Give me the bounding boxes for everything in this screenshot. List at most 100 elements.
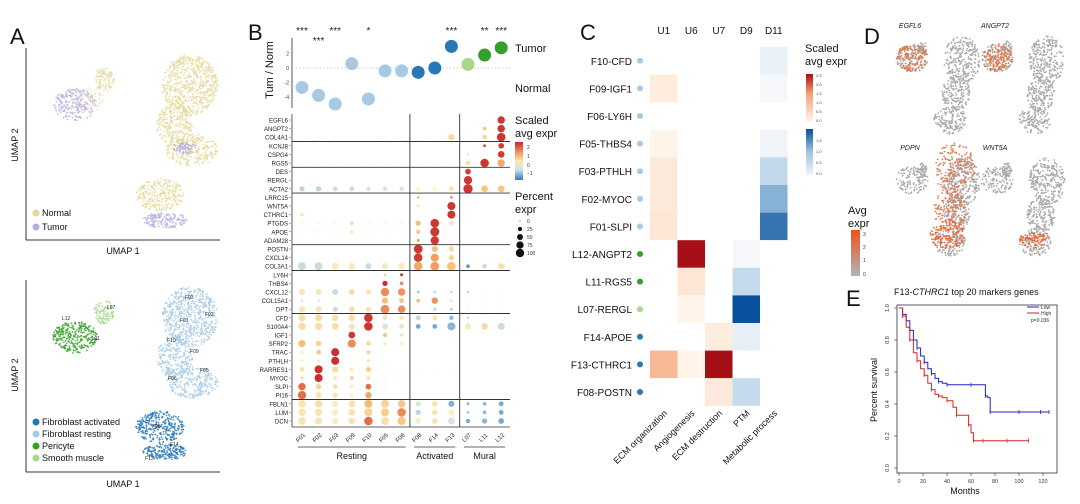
cluster-label: F09 bbox=[345, 432, 357, 444]
cell-point bbox=[205, 374, 207, 376]
cell-point bbox=[205, 91, 207, 93]
cell-point bbox=[179, 382, 181, 384]
cell-point bbox=[184, 288, 186, 290]
expr-dot bbox=[351, 197, 352, 198]
cell-point bbox=[75, 323, 77, 325]
expr-dot bbox=[351, 257, 352, 258]
cell-point bbox=[186, 357, 188, 359]
cell-point bbox=[187, 101, 189, 103]
cell-point bbox=[87, 109, 89, 111]
cell-point bbox=[191, 125, 193, 127]
heatmap-cell bbox=[650, 295, 678, 323]
expr-dot bbox=[401, 145, 402, 146]
expr-dot bbox=[351, 171, 352, 172]
cell-point bbox=[183, 327, 185, 329]
cell-point bbox=[168, 371, 170, 373]
cell-point bbox=[169, 368, 171, 370]
cluster-label: L11 bbox=[92, 336, 100, 342]
expr-dot bbox=[434, 120, 435, 121]
expr-dot bbox=[368, 214, 369, 215]
expr-dot bbox=[449, 316, 453, 320]
cell-point bbox=[96, 79, 98, 81]
cell-point bbox=[208, 76, 210, 78]
cell-point bbox=[185, 337, 187, 339]
cell-point bbox=[189, 155, 191, 157]
cell-point bbox=[152, 438, 154, 440]
gene-label: COL15A1 bbox=[262, 299, 289, 305]
cell-point bbox=[61, 340, 63, 342]
cell-point bbox=[168, 74, 170, 76]
cell-point bbox=[197, 155, 199, 157]
expr-dot bbox=[500, 300, 502, 302]
expr-dot bbox=[333, 376, 337, 380]
cell-point bbox=[151, 205, 153, 207]
cell-point bbox=[946, 62, 948, 64]
expr-dot bbox=[350, 376, 354, 380]
cell-point bbox=[180, 385, 182, 387]
cell-point bbox=[162, 191, 164, 193]
cell-point bbox=[86, 117, 88, 119]
cell-point bbox=[166, 198, 168, 200]
cell-point bbox=[196, 75, 198, 77]
cell-point bbox=[194, 306, 196, 308]
heatmap-cell bbox=[733, 378, 761, 406]
gene-label: RERGL bbox=[267, 179, 288, 185]
cell-point bbox=[98, 93, 100, 95]
cell-point bbox=[96, 82, 98, 84]
cell-point bbox=[212, 326, 214, 328]
cell-point bbox=[206, 100, 208, 102]
cell-point bbox=[211, 377, 213, 379]
cell-point bbox=[177, 454, 179, 456]
cell-point bbox=[178, 365, 180, 367]
cell-point bbox=[169, 418, 171, 420]
cell-point bbox=[163, 431, 165, 433]
cell-point bbox=[154, 195, 156, 197]
expr-dot bbox=[401, 394, 403, 396]
cell-point bbox=[200, 154, 202, 156]
cell-point bbox=[190, 363, 192, 365]
cluster-label: F02 bbox=[205, 312, 214, 318]
cell-point bbox=[177, 418, 179, 420]
cell-point bbox=[176, 84, 178, 86]
legend-label-tumor: Tumor bbox=[42, 222, 68, 232]
cell-point bbox=[202, 322, 204, 324]
cell-point bbox=[101, 76, 103, 78]
expr-dot bbox=[481, 185, 488, 192]
cell-point bbox=[169, 110, 171, 112]
cell-point bbox=[97, 71, 99, 73]
cell-point bbox=[207, 146, 209, 148]
cell-point bbox=[178, 428, 180, 430]
cell-point bbox=[198, 146, 200, 148]
cell-point bbox=[175, 348, 177, 350]
cell-point bbox=[173, 159, 175, 161]
ratio-point-F13 bbox=[445, 40, 458, 53]
cell-point bbox=[189, 332, 191, 334]
cell-point bbox=[159, 208, 161, 210]
cell-point bbox=[211, 94, 213, 96]
cell-point bbox=[143, 432, 145, 434]
expr-dot bbox=[384, 136, 386, 138]
cell-point bbox=[201, 386, 203, 388]
expr-dot bbox=[434, 154, 435, 155]
cell-point bbox=[211, 70, 213, 72]
cell-point bbox=[169, 96, 171, 98]
cell-point bbox=[211, 151, 213, 153]
expr-dot bbox=[501, 343, 502, 344]
cell-point bbox=[201, 302, 203, 304]
cell-point bbox=[88, 326, 90, 328]
cell-point bbox=[215, 149, 217, 151]
cell-point bbox=[179, 83, 181, 85]
expr-dot bbox=[464, 176, 472, 184]
cell-point bbox=[190, 60, 192, 62]
cell-point bbox=[911, 60, 913, 62]
expr-dot bbox=[385, 120, 386, 121]
cell-point bbox=[155, 413, 157, 415]
cell-point bbox=[171, 192, 173, 194]
gene-label: ACTA2 bbox=[269, 187, 289, 193]
expr-dot bbox=[381, 400, 389, 408]
cell-point bbox=[217, 381, 219, 383]
cell-point bbox=[202, 333, 204, 335]
gene-label: COL3A1 bbox=[265, 265, 289, 271]
cell-point bbox=[105, 86, 107, 88]
blue-scale-ticks: 1.51.00.50.0 bbox=[816, 138, 822, 176]
